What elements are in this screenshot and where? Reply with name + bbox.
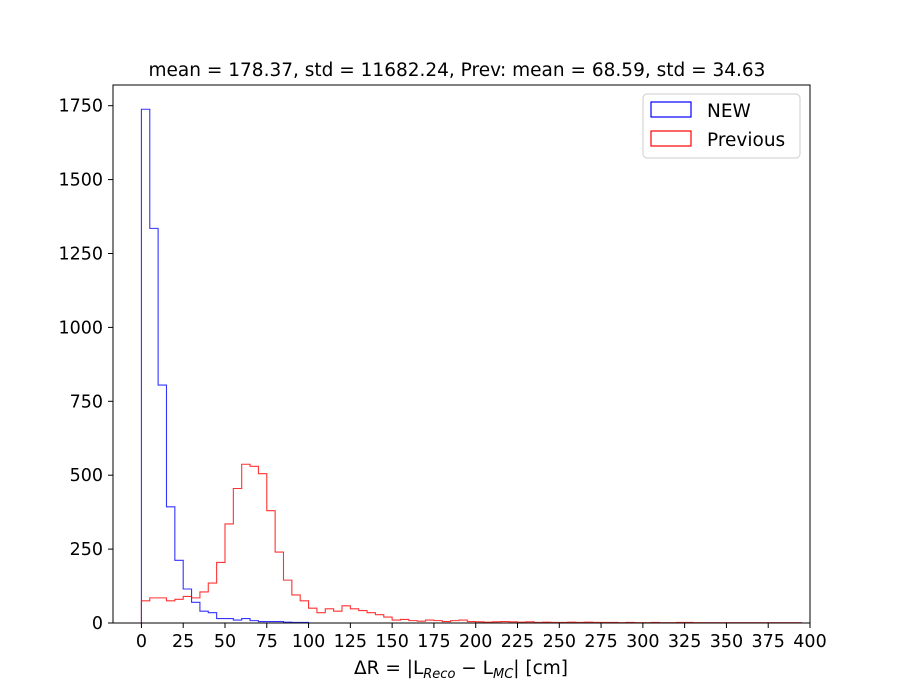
x-axis-label: ΔR = |LReco − LMC| [cm] (354, 658, 568, 682)
y-tick-label: 500 (70, 466, 103, 486)
y-tick-label: 1750 (58, 97, 103, 117)
y-tick-label: 1000 (58, 318, 103, 338)
plot-frame (112, 84, 811, 624)
x-tick-label: 150 (375, 632, 408, 652)
x-tick-label: 0 (136, 632, 147, 652)
x-tick-label: 125 (334, 632, 367, 652)
x-axis-label-suffix: | [cm] (513, 658, 568, 679)
y-tick-label: 1250 (58, 244, 103, 264)
x-tick-label: 175 (417, 632, 450, 652)
x-tick-label: 75 (256, 632, 278, 652)
x-axis-label-mid: − L (455, 658, 493, 679)
x-tick-label: 400 (793, 632, 826, 652)
x-axis: 0 25 50 75 100 125 150 175 200 225 250 275 300 325 350… (136, 623, 827, 652)
x-tick-label: 225 (501, 632, 534, 652)
legend-swatch-previous (650, 130, 692, 147)
x-tick-label: 375 (752, 632, 785, 652)
x-tick-label: 200 (459, 632, 492, 652)
x-tick-label: 100 (292, 632, 325, 652)
x-axis-label-sub-reco: Reco (423, 667, 455, 682)
legend-frame (642, 93, 801, 159)
y-tick-label: 750 (70, 392, 103, 412)
legend-label-new: NEW (707, 101, 751, 122)
x-tick-label: 300 (626, 632, 659, 652)
x-tick-label: 275 (584, 632, 617, 652)
legend: NEW Previous (642, 93, 801, 159)
chart-title: mean = 178.37, std = 11682.24, Prev: mea… (149, 60, 766, 81)
x-tick-label: 325 (668, 632, 701, 652)
legend-swatch-new (650, 101, 692, 118)
x-tick-label: 250 (543, 632, 576, 652)
x-axis-label-sub-mc: MC (493, 667, 514, 682)
x-tick-label: 25 (172, 632, 194, 652)
x-tick-label: 350 (710, 632, 743, 652)
x-tick-label: 50 (214, 632, 236, 652)
y-tick-label: 1500 (58, 171, 103, 191)
legend-label-previous: Previous (707, 130, 785, 151)
x-axis-label-prefix: ΔR = |L (354, 658, 424, 679)
y-tick-label: 0 (92, 614, 103, 634)
y-tick-label: 250 (70, 540, 103, 560)
y-axis: 0 250 500 750 1000 1250 1500 1750 (58, 97, 113, 634)
